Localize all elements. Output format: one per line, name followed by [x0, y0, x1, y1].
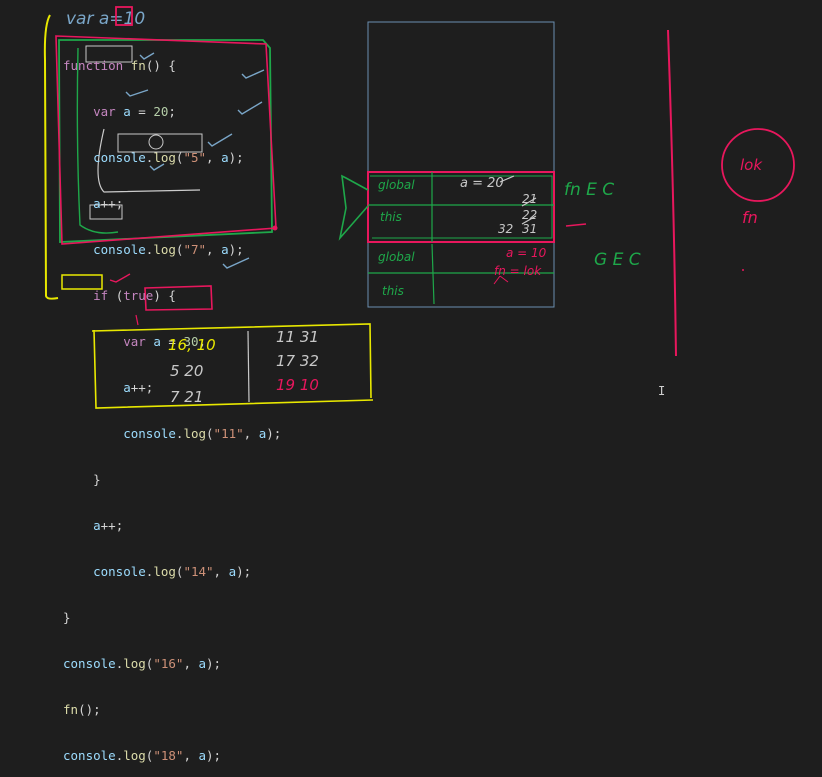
check-mark-2 — [241, 69, 265, 79]
green-arrow-shape — [338, 174, 369, 241]
green-if-block-bracket — [76, 47, 119, 234]
check-mark-1 — [139, 52, 155, 60]
check-mark-5 — [207, 133, 233, 147]
fn-ec-pink-arrow — [493, 275, 509, 285]
check-mark-3 — [125, 89, 149, 97]
code-line-5: console.log("7", a); — [93, 242, 244, 257]
output-right-2: 17 32 — [276, 352, 319, 370]
pink-dot — [272, 225, 278, 231]
struck-22 — [521, 215, 537, 225]
whiteboard-canvas: var a=10 — [43, 6, 795, 409]
yellow-output-table — [91, 323, 374, 409]
gec-global-label: global — [378, 250, 415, 264]
fn-call-box — [61, 274, 103, 290]
top-a-highlight — [115, 6, 133, 26]
output-left-2: 5 20 — [170, 362, 204, 380]
gec-this-label: this — [382, 284, 404, 298]
check-mark-4 — [237, 101, 263, 115]
a-circle-inner — [148, 134, 164, 150]
code-line-6: if (true) { — [93, 288, 176, 303]
code-line-1: function fn() { — [63, 58, 176, 73]
code-line-9: console.log("11", a); — [123, 426, 282, 441]
code-line-15: fn(); — [63, 702, 101, 717]
gec-var-a: a = 10 — [506, 246, 547, 260]
code-line-4: a++; — [93, 196, 124, 211]
code-line-14: console.log("16", a); — [63, 656, 222, 671]
code-line-10: } — [63, 472, 101, 487]
code-line-12: console.log("14", a); — [93, 564, 252, 579]
output-table-divider — [247, 330, 250, 403]
check-mark-6 — [149, 163, 165, 171]
gec-fn-ref: fn = lok — [494, 264, 542, 278]
code-line-3: console.log("5", a); — [93, 150, 244, 165]
gec-vertical — [431, 243, 435, 305]
top-var-annotation: var a=10 — [66, 9, 145, 29]
a-plus-plus-box — [89, 204, 123, 220]
output-right-3: 19 10 — [276, 376, 319, 394]
fn-ec-box — [367, 171, 555, 243]
code-line-11: a++; — [93, 518, 124, 533]
fn-ec-val-31: 31 — [522, 222, 538, 236]
output-left-3: 7 21 — [170, 388, 204, 406]
fn-label: fn — [742, 208, 758, 227]
output-left-1: 16, 10 — [168, 336, 216, 354]
code-line-2: var a = 20; — [93, 104, 176, 119]
var-a-30-box — [117, 133, 203, 153]
code-line-7: var a = 30; — [123, 334, 207, 349]
check-mark-7 — [222, 257, 250, 269]
fn-ec-global-label: global — [378, 178, 415, 192]
log-18-pink-box — [144, 285, 213, 311]
struck-20 — [499, 175, 515, 183]
lok-label: lok — [740, 156, 763, 174]
text-cursor-icon: I — [658, 384, 666, 398]
fn-ec-val-22: 22 — [522, 208, 538, 222]
code-line-13: } — [63, 610, 71, 625]
check-mark-8 — [109, 273, 131, 283]
fn-ec-this-label: this — [380, 210, 402, 224]
fn-ec-label: fn E C — [564, 180, 615, 200]
code-line-16: console.log("18", a); — [63, 748, 222, 763]
small-dot — [742, 269, 744, 271]
var-a-20-box — [85, 45, 133, 63]
pink-vertical-divider — [667, 29, 677, 357]
gec-label: G E C — [594, 250, 641, 270]
yellow-global-scope-bracket — [43, 14, 59, 300]
execution-context-panel — [367, 21, 555, 308]
code-line-8: a++; — [123, 380, 154, 395]
struck-21 — [521, 197, 537, 207]
pink-mark-near-fn — [135, 314, 139, 326]
fn-ec-val-21: 21 — [522, 192, 538, 206]
lok-circle — [721, 128, 795, 202]
white-if-scope-bracket — [97, 128, 201, 193]
output-right-1: 11 31 — [276, 328, 319, 346]
fn-ec-val-32: 32 — [498, 222, 514, 236]
fn-ec-green-outline — [370, 175, 553, 239]
fn-ec-var-a: a = 20 — [460, 176, 504, 191]
fn-ec-underline — [565, 223, 587, 227]
